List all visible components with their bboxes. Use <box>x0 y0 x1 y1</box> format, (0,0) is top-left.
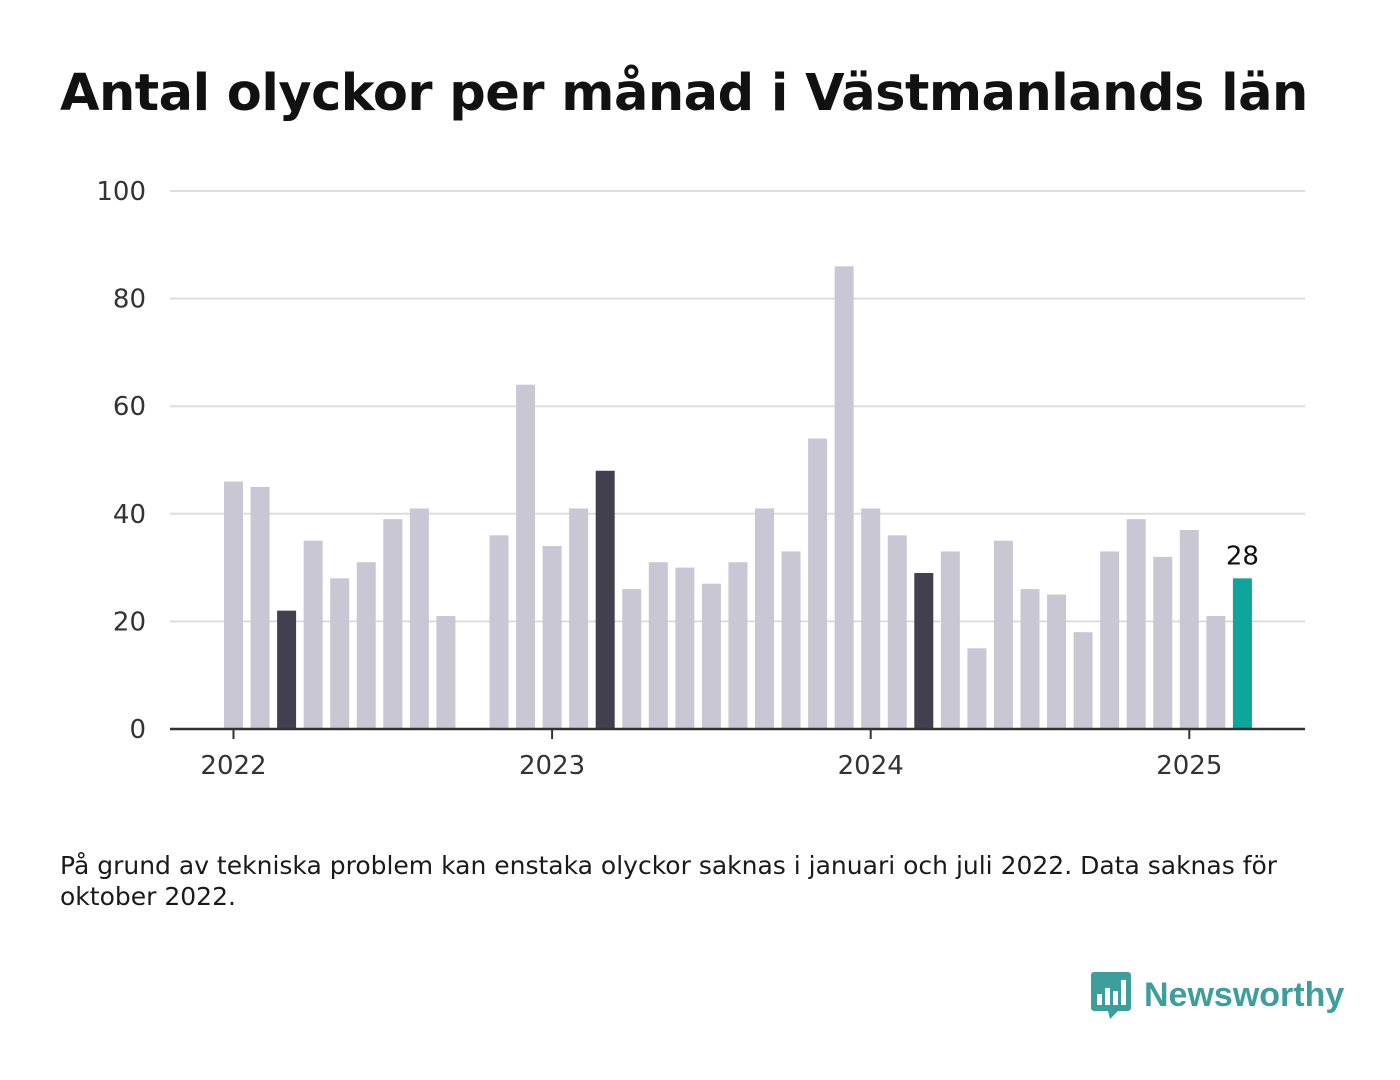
x-tick-label: 2024 <box>838 751 904 781</box>
bar-2022-04 <box>303 540 323 729</box>
bar-2024-02 <box>887 535 907 729</box>
bar-2022-03 <box>277 610 297 729</box>
bar-chart-speech-bubble-icon <box>1091 972 1131 1019</box>
bar-2024-01 <box>861 508 881 729</box>
bar-2024-05 <box>967 648 987 729</box>
y-tick-label: 60 <box>113 392 146 422</box>
bar-2023-08 <box>728 562 748 729</box>
brand-name: Newsworthy <box>1144 975 1345 1014</box>
footnote: På grund av tekniska problem kan enstaka… <box>60 851 1278 911</box>
y-tick-label: 20 <box>113 607 146 637</box>
bar-2024-10 <box>1100 551 1120 729</box>
bar-2022-07 <box>383 519 403 729</box>
bar-2024-08 <box>1047 594 1067 729</box>
bar-2023-07 <box>701 583 721 729</box>
bar-chart: 0 20 40 60 80 100 28 2022 2023 2024 2025 <box>96 177 1305 781</box>
bar-2024-11 <box>1126 519 1146 729</box>
x-tick-label: 2025 <box>1156 751 1222 781</box>
bar-2024-09 <box>1073 632 1093 729</box>
brand-logo: Newsworthy <box>1090 970 1344 1020</box>
bar-2025-02 <box>1206 616 1226 729</box>
bar-2022-09 <box>436 616 456 729</box>
y-tick-label: 40 <box>113 500 146 530</box>
bar-2025-01 <box>1179 529 1199 729</box>
bar-2024-04 <box>940 551 960 729</box>
bar-2024-12 <box>1153 556 1173 729</box>
bar-2022-11 <box>489 535 509 729</box>
bar-2023-10 <box>781 551 801 729</box>
bar-2023-11 <box>808 438 828 729</box>
bar-2023-09 <box>755 508 774 729</box>
x-tick-label: 2022 <box>200 751 266 781</box>
bar-2023-04 <box>622 589 642 729</box>
data-label: 28 <box>1226 541 1259 571</box>
chart-title: Antal olyckor per månad i Västmanlands l… <box>60 64 1308 123</box>
y-tick-label: 100 <box>96 177 146 207</box>
bar-2022-02 <box>250 486 270 729</box>
bar-2022-01 <box>224 481 243 729</box>
bar-2023-01 <box>542 546 562 729</box>
bar-2023-03 <box>595 470 615 729</box>
bar-2025-03 <box>1232 578 1252 729</box>
x-tick-label: 2023 <box>519 751 585 781</box>
y-tick-label: 0 <box>129 715 146 745</box>
bar-2024-07 <box>1020 589 1040 729</box>
bar-2022-05 <box>330 578 350 729</box>
bar-2023-06 <box>675 567 695 729</box>
bar-2022-06 <box>356 562 376 729</box>
bar-2024-03 <box>914 572 934 729</box>
bar-2023-02 <box>569 508 589 729</box>
bar-2022-08 <box>409 508 429 729</box>
y-tick-label: 80 <box>113 285 146 315</box>
bar-2022-12 <box>516 384 536 729</box>
bar-2024-06 <box>993 540 1013 729</box>
bar-2023-12 <box>834 266 854 729</box>
bar-2023-05 <box>648 562 668 729</box>
